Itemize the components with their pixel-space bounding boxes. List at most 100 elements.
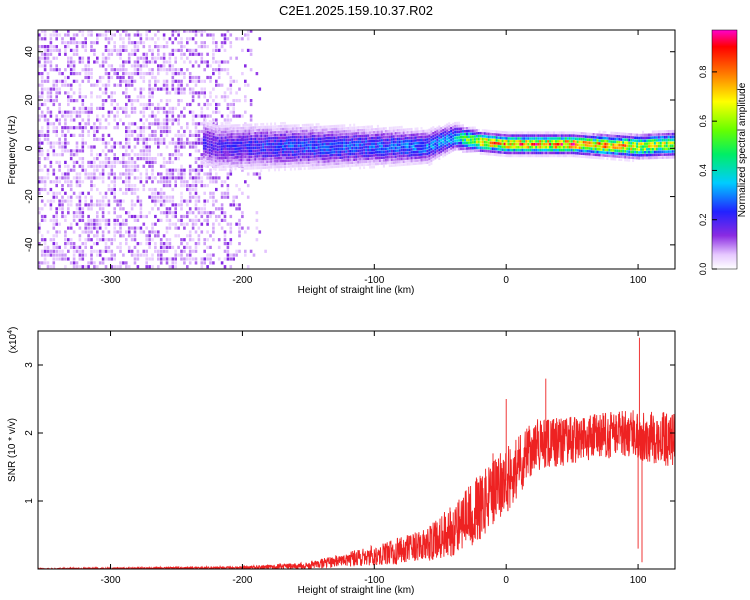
spectrogram-cell bbox=[58, 230, 61, 234]
spectrogram-ridge-cell bbox=[416, 127, 419, 130]
spectrogram-ridge-cell bbox=[380, 144, 383, 148]
spectrogram-ridge-cell bbox=[568, 143, 571, 146]
spectrogram-cell bbox=[194, 114, 198, 118]
spectrogram-cell bbox=[136, 72, 140, 76]
spectrogram-cell bbox=[148, 72, 151, 76]
spectrogram-ridge-cell bbox=[341, 162, 344, 165]
spectrogram-ridge-cell bbox=[400, 160, 403, 164]
spectrogram-ridge-cell bbox=[529, 145, 532, 149]
spectrogram-cell bbox=[110, 160, 114, 164]
spectrogram-cell bbox=[223, 33, 227, 37]
spectrogram-ridge-cell bbox=[307, 138, 310, 141]
spectrogram-ridge-cell bbox=[600, 145, 603, 148]
spectrogram-cell bbox=[145, 180, 148, 184]
spectrogram-cell bbox=[183, 141, 186, 145]
spectrogram-cell bbox=[90, 83, 93, 87]
spectrogram-cell bbox=[154, 234, 157, 238]
spectrogram-ridge-cell bbox=[444, 142, 447, 145]
spectrogram-ridge-cell bbox=[323, 145, 326, 149]
spectrogram-cell bbox=[81, 180, 85, 184]
spectrogram-cell bbox=[101, 64, 105, 68]
spectrogram-cell bbox=[61, 176, 64, 180]
spectrogram-cell bbox=[157, 230, 160, 234]
spectrogram-cell bbox=[43, 137, 47, 141]
spectrogram-cell bbox=[127, 187, 131, 192]
spectrogram-cell bbox=[116, 214, 119, 219]
spectrogram-cell bbox=[104, 145, 108, 149]
spectrogram-ridge-cell bbox=[224, 133, 227, 136]
spectrogram-cell bbox=[188, 145, 192, 149]
spectrogram-cell bbox=[197, 45, 201, 49]
spectrogram-ridge-cell bbox=[333, 130, 336, 134]
spectrogram-cell bbox=[84, 68, 87, 72]
spectrogram-cell bbox=[93, 164, 96, 168]
spectrogram-cell bbox=[69, 114, 73, 118]
spectrogram-cell bbox=[139, 242, 143, 246]
spectrogram-ridge-cell bbox=[612, 140, 615, 143]
spectrogram-ridge-cell bbox=[578, 134, 581, 138]
spectrogram-cell bbox=[215, 176, 218, 180]
spectrogram-ridge-cell bbox=[351, 135, 354, 138]
spectrogram-cell bbox=[116, 203, 119, 207]
spectrogram-ridge-cell bbox=[248, 149, 251, 153]
spectrogram-ridge-cell bbox=[376, 148, 379, 151]
spectrogram-ridge-cell bbox=[434, 154, 437, 157]
spectrogram-cell bbox=[49, 68, 53, 72]
spectrogram-ridge-cell bbox=[337, 147, 340, 151]
spectrogram-ridge-cell bbox=[436, 155, 439, 159]
spectrogram-ridge-cell bbox=[317, 123, 320, 126]
spectrogram-ridge-cell bbox=[301, 164, 304, 168]
spectrogram-ridge-cell bbox=[371, 157, 373, 160]
spectrogram-cell bbox=[159, 153, 163, 157]
spectrogram-ridge-cell bbox=[529, 137, 532, 140]
spectrogram-cell bbox=[46, 245, 50, 249]
spectrogram-ridge-cell bbox=[517, 140, 520, 143]
spectrogram-ridge-cell bbox=[380, 127, 383, 131]
spectrogram-cell bbox=[186, 222, 189, 226]
spectrogram-ridge-cell bbox=[291, 159, 294, 162]
spectrogram-cell bbox=[101, 149, 105, 153]
spectrogram-ridge-cell bbox=[285, 159, 288, 163]
spectrogram-cell bbox=[139, 33, 143, 37]
spectrogram-cell bbox=[171, 257, 175, 261]
spectrogram-cell bbox=[165, 207, 169, 211]
spectrogram-cell bbox=[148, 242, 151, 246]
spectrogram-ridge-cell bbox=[309, 152, 312, 156]
spectrogram-cell bbox=[162, 249, 166, 253]
spectrogram-cell bbox=[40, 207, 44, 211]
spectrogram-cell bbox=[191, 95, 195, 99]
spectrogram-ridge-cell bbox=[333, 145, 336, 148]
spectrogram-ridge-cell bbox=[242, 141, 245, 144]
spectrogram-cell bbox=[87, 203, 90, 207]
spectrogram-ridge-cell bbox=[278, 154, 280, 157]
spectrogram-ridge-cell bbox=[321, 128, 324, 132]
spectrogram-cell bbox=[206, 222, 209, 226]
spectrogram-ridge-cell bbox=[537, 148, 540, 152]
spectrogram-ridge-cell bbox=[289, 127, 292, 130]
spectrogram-cell bbox=[154, 160, 157, 164]
spectrogram-cell bbox=[72, 41, 76, 45]
spectrogram-cell bbox=[107, 222, 111, 226]
spectrogram-cell bbox=[133, 164, 137, 168]
spectrogram-ridge-cell bbox=[202, 121, 205, 124]
spectrogram-ridge-cell bbox=[258, 137, 261, 141]
spectrogram-ridge-cell bbox=[260, 128, 263, 132]
spectrogram-ridge-cell bbox=[240, 158, 243, 162]
spectrogram-cell bbox=[78, 87, 82, 91]
spectrogram-ridge-cell bbox=[311, 126, 314, 129]
spectrogram-cell bbox=[186, 187, 189, 192]
spectrogram-cell bbox=[122, 41, 125, 45]
spectrogram-ridge-cell bbox=[396, 140, 399, 144]
spectrogram-cell bbox=[64, 238, 67, 242]
spectrogram-cell bbox=[101, 99, 105, 103]
spectrogram-cell bbox=[96, 79, 99, 83]
spectrogram-ridge-cell bbox=[396, 158, 399, 161]
spectrogram-cell bbox=[241, 48, 244, 52]
spectrogram-ridge-cell bbox=[238, 138, 241, 142]
spectrogram-ridge-cell bbox=[345, 127, 348, 130]
spectrogram-cell bbox=[139, 214, 143, 219]
spectrogram-cell bbox=[139, 180, 143, 184]
spectrogram-cell bbox=[43, 48, 47, 52]
spectrogram-cell bbox=[107, 157, 111, 161]
spectrogram-ridge-cell bbox=[574, 151, 577, 155]
